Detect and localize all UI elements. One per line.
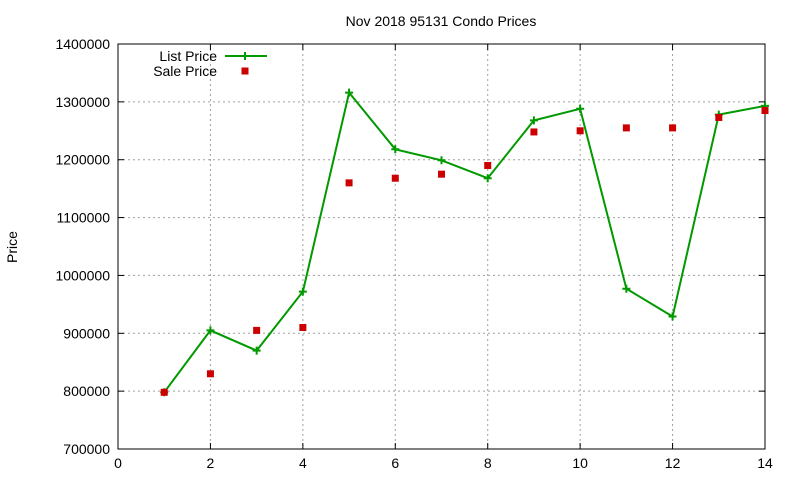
series-layer [160, 88, 769, 397]
list-price-point [576, 104, 585, 113]
y-tick-label: 1300000 [55, 94, 110, 110]
y-axis-label: Price [4, 231, 20, 263]
sale-price-point [160, 388, 168, 396]
list-price-point [298, 287, 307, 296]
sale-price-point [669, 124, 677, 132]
list-price-point [437, 156, 446, 165]
sale-price-point [530, 128, 538, 136]
sale-price-point [253, 326, 261, 334]
grid-layer [118, 44, 765, 449]
list-price-point [483, 174, 492, 183]
sale-price-point [206, 370, 214, 378]
x-tick-label: 14 [757, 455, 773, 471]
list-price-point [622, 284, 631, 293]
sale-price-point [622, 124, 630, 132]
y-tick-label: 900000 [63, 325, 110, 341]
y-tick-label: 1400000 [55, 36, 110, 52]
list-price-point [206, 326, 215, 335]
list-price-line [163, 90, 766, 393]
sale-price-point [391, 174, 399, 182]
legend-label-sale-price: Sale Price [153, 63, 217, 79]
legend-marker-list-price [241, 52, 249, 60]
x-tick-label: 0 [114, 455, 122, 471]
list-price-point [345, 88, 354, 97]
ticks-layer: 700000 800000 900000 1000000 1100000 1200000 1… [55, 36, 773, 471]
sale-price-point [484, 162, 492, 169]
sale-price-point [576, 127, 584, 135]
y-tick-label: 800000 [63, 383, 110, 399]
list-price-point [391, 145, 400, 154]
list-price-point [252, 346, 261, 355]
x-tick-label: 6 [391, 455, 399, 471]
x-tick-label: 2 [207, 455, 215, 471]
y-tick-label: 700000 [63, 441, 110, 457]
legend-label-list-price: List Price [159, 48, 217, 64]
x-tick-label: 10 [572, 455, 588, 471]
x-tick-label: 4 [299, 455, 307, 471]
sale-price-point [761, 107, 769, 115]
y-tick-label: 1100000 [57, 210, 111, 226]
y-tick-label: 1200000 [55, 152, 110, 168]
x-tick-label: 12 [665, 455, 681, 471]
sale-price-point [345, 179, 353, 187]
chart-title: Nov 2018 95131 Condo Prices [346, 13, 537, 29]
legend-marker-sale-price [241, 67, 249, 75]
y-tick-label: 1000000 [55, 267, 110, 283]
list-price-point [529, 116, 538, 125]
sale-price-point [715, 113, 723, 121]
list-price-point [668, 312, 677, 321]
sale-price-point [438, 170, 445, 178]
legend: List Price Sale Price [153, 48, 267, 79]
plot-frame [117, 43, 766, 450]
x-tick-label: 8 [484, 455, 492, 471]
sale-price-point [299, 324, 307, 331]
